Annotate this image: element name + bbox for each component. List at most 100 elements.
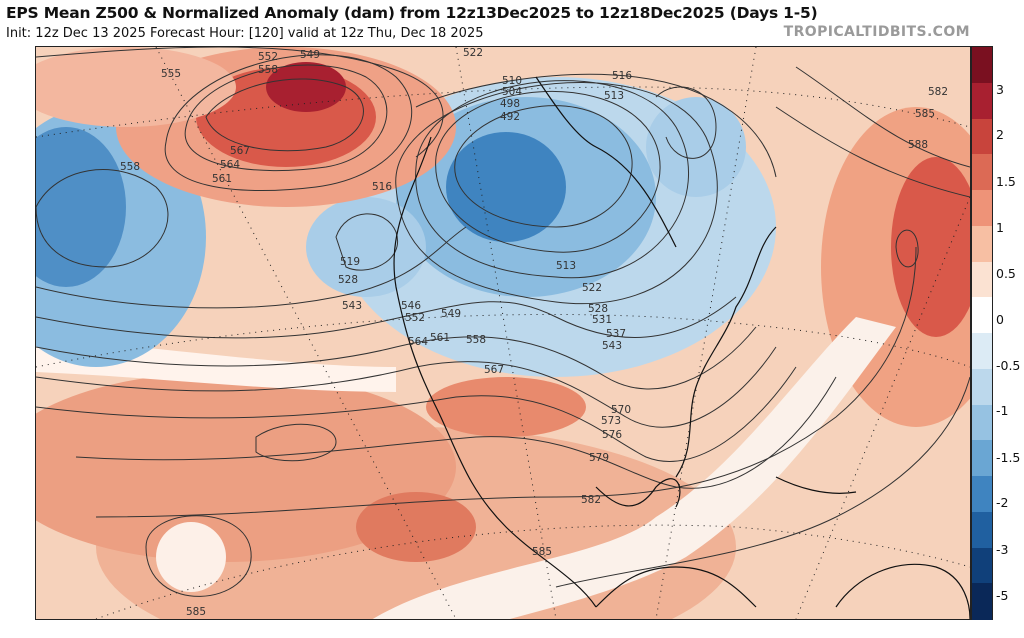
contour-label: 561 xyxy=(430,332,450,344)
cold-core-canada xyxy=(446,132,566,242)
colorbar-cell xyxy=(972,583,992,620)
contour-line xyxy=(335,213,399,271)
contour-line xyxy=(415,80,690,279)
hudson-coastline xyxy=(535,76,677,248)
colorbar-cell xyxy=(972,154,992,191)
contour-line xyxy=(415,73,777,178)
neutral-spot-pacific xyxy=(156,522,226,592)
contour-line xyxy=(36,326,757,390)
colorbar-label: 2 xyxy=(996,127,1004,142)
contour-label: 549 xyxy=(441,308,461,320)
contour-label: 513 xyxy=(604,90,624,102)
colorbar-label: 1.5 xyxy=(996,174,1016,189)
contour-label: 492 xyxy=(500,111,520,123)
colorbar-cell xyxy=(972,511,992,548)
contour-line xyxy=(36,226,467,309)
cold-anomaly-labrador xyxy=(646,97,746,197)
colorbar-cell xyxy=(972,82,992,119)
warm-peak-alaska xyxy=(266,62,346,112)
contour-label: 585 xyxy=(532,546,552,558)
east-coastline xyxy=(675,226,777,478)
longitude-line xyxy=(655,47,757,619)
contour-label: 522 xyxy=(582,282,602,294)
map-canvas: 555 552 549 558 567 564 561 558 522 510 … xyxy=(36,47,970,619)
contour-label: 543 xyxy=(602,340,622,352)
contour-label: 519 xyxy=(340,256,360,268)
contour-label: 561 xyxy=(212,173,232,185)
cuba-outline xyxy=(775,476,857,494)
longitude-line xyxy=(795,196,970,619)
contour-line xyxy=(36,169,169,268)
contour-label: 528 xyxy=(338,274,358,286)
coastlines xyxy=(393,76,970,619)
contour-label: 498 xyxy=(500,98,520,110)
colorbar-cell xyxy=(972,47,992,84)
colorbar-label: -0.5 xyxy=(996,358,1021,373)
contour-line xyxy=(255,423,337,462)
colorbar-cell xyxy=(972,118,992,155)
contour-label: 513 xyxy=(556,260,576,272)
contour-label: 567 xyxy=(230,145,250,157)
warm-core-atlantic xyxy=(891,157,970,337)
south-america-coast xyxy=(835,563,970,619)
contour-label: 555 xyxy=(161,68,181,80)
contour-line xyxy=(184,64,388,172)
contour-label: 552 xyxy=(405,312,425,324)
contour-label: 552 xyxy=(258,51,278,63)
colorbar-label: 0.5 xyxy=(996,266,1016,281)
contour-label: 516 xyxy=(612,70,632,82)
contour-label: 522 xyxy=(463,47,483,59)
colorbar-cell xyxy=(972,440,992,477)
colorbar-label: -1.5 xyxy=(996,450,1021,465)
contour-label: 564 xyxy=(220,159,240,171)
contour-label: 558 xyxy=(466,334,486,346)
colorbar-cell xyxy=(972,297,992,334)
colorbar-label: 1 xyxy=(996,220,1004,235)
colorbar-cell xyxy=(972,333,992,370)
cold-core-west-pacific xyxy=(36,127,126,287)
colorbar-label: -3 xyxy=(996,542,1009,557)
colorbar-cell xyxy=(972,547,992,584)
contour-label: 567 xyxy=(484,364,504,376)
contour-label: 564 xyxy=(408,336,428,348)
contour-label: 543 xyxy=(342,300,362,312)
site-credit: TROPICALTIDBITS.COM xyxy=(783,24,970,40)
chart-title: EPS Mean Z500 & Normalized Anomaly (dam)… xyxy=(6,4,818,22)
west-coastline xyxy=(393,136,597,608)
contour-line xyxy=(36,296,737,339)
anomaly-map: 555 552 549 558 567 564 561 558 522 510 … xyxy=(35,46,971,620)
contour-line xyxy=(145,515,252,597)
contour-line xyxy=(164,54,413,191)
central-america-coast xyxy=(595,566,757,608)
contour-label: 573 xyxy=(601,415,621,427)
cold-anomaly-nw xyxy=(306,197,426,297)
graticule xyxy=(36,47,970,619)
contour-label: 585 xyxy=(186,606,206,618)
warm-core-mexico xyxy=(356,492,476,562)
colorbar-label: -5 xyxy=(996,588,1009,603)
contour-label: 537 xyxy=(606,328,626,340)
colorbar-label: 3 xyxy=(996,82,1004,97)
contour-line xyxy=(795,66,970,168)
contour-label: 546 xyxy=(401,300,421,312)
colorbar-label: 0 xyxy=(996,312,1004,327)
contour-line xyxy=(555,376,970,588)
contour-label: 558 xyxy=(258,64,278,76)
contour-label: 549 xyxy=(300,49,320,61)
contour-label: 582 xyxy=(581,494,601,506)
contour-line xyxy=(775,106,970,198)
contour-label: 576 xyxy=(602,429,622,441)
neutral-band xyxy=(373,317,896,619)
contour-line xyxy=(895,229,919,268)
contour-line xyxy=(75,376,837,489)
contour-line xyxy=(454,105,633,228)
height-contours xyxy=(36,47,970,597)
contour-label: 558 xyxy=(120,161,140,173)
gulf-coastline xyxy=(595,478,681,508)
contour-line xyxy=(655,86,717,159)
colorbar-cell xyxy=(972,404,992,441)
contour-line xyxy=(435,91,661,253)
warm-anomaly-bering xyxy=(36,47,236,127)
contour-label: 510 xyxy=(502,75,522,87)
warm-core-plains xyxy=(426,377,586,437)
